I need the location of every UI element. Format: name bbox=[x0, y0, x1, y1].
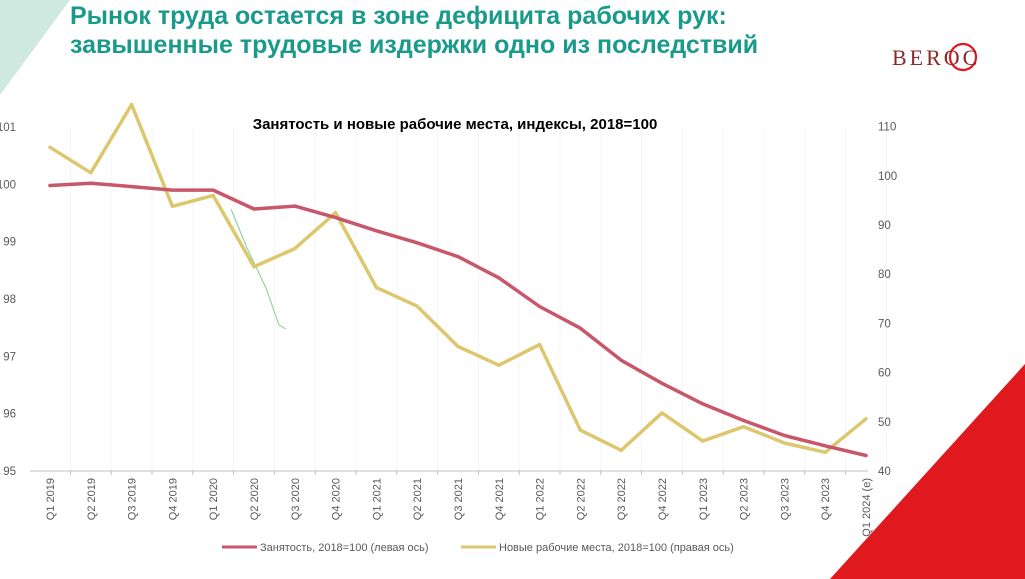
data-point-employment bbox=[701, 402, 705, 406]
data-point-vacancies bbox=[497, 363, 501, 367]
data-point-vacancies bbox=[374, 285, 378, 290]
data-point-employment bbox=[211, 188, 215, 192]
data-point-employment bbox=[293, 204, 297, 208]
data-point-vacancies bbox=[782, 441, 787, 445]
data-point-vacancies bbox=[415, 304, 419, 308]
series-line-employment bbox=[48, 181, 868, 458]
data-point-vacancies bbox=[823, 450, 827, 454]
data-point-employment bbox=[538, 304, 542, 309]
data-point-vacancies bbox=[578, 428, 583, 432]
x-tick-label: Q2 2023 bbox=[739, 478, 751, 520]
data-point-employment bbox=[619, 358, 623, 362]
data-point-employment bbox=[782, 433, 787, 438]
data-point-vacancies bbox=[211, 193, 215, 198]
chart-series bbox=[48, 102, 868, 458]
x-tick-label: Q3 2020 bbox=[290, 478, 302, 520]
x-tick-label: Q1 2022 bbox=[535, 478, 547, 520]
x-tick-label: Q1 2020 bbox=[208, 478, 220, 520]
x-tick-label: Q4 2022 bbox=[657, 478, 669, 520]
corner-decoration-mint bbox=[0, 0, 70, 95]
x-axis: Q1 2019 Q2 2019 Q3 2019 Q4 2019 Q1 2020 Q2 20… bbox=[45, 471, 887, 537]
x-tick-label: Q3 2022 bbox=[616, 478, 628, 520]
y-right-tick-label: 50 bbox=[878, 417, 891, 429]
data-point-vacancies bbox=[619, 448, 623, 452]
data-point-employment bbox=[742, 418, 746, 423]
data-point-employment bbox=[823, 444, 827, 448]
y-left-tick-label: 96 bbox=[3, 409, 16, 421]
x-tick-label: Q2 2022 bbox=[575, 478, 587, 520]
data-point-employment bbox=[374, 229, 378, 233]
data-point-vacancies bbox=[170, 204, 174, 208]
data-point-employment bbox=[130, 185, 134, 189]
series-line-vacancies bbox=[48, 102, 868, 455]
data-point-employment bbox=[456, 254, 460, 259]
chart-title: Занятость и новые рабочие места, индексы… bbox=[253, 116, 658, 133]
slide-title-line-1: Рынок труда остается в зоне дефицита раб… bbox=[70, 2, 727, 30]
x-tick-label: Q3 2019 bbox=[127, 478, 139, 520]
logo-text: BEROC bbox=[892, 45, 980, 70]
x-tick-label: Q1 2024 (e) bbox=[861, 478, 873, 537]
data-point-vacancies bbox=[48, 145, 52, 149]
data-point-employment bbox=[578, 326, 583, 330]
y-right-tick-label: 60 bbox=[878, 368, 891, 380]
y-right-tick-label: 80 bbox=[878, 269, 891, 281]
slide-title: Рынок труда остается в зоне дефицита раб… bbox=[70, 2, 890, 60]
data-point-vacancies bbox=[456, 344, 460, 349]
data-point-vacancies bbox=[89, 171, 93, 175]
x-tick-label: Q4 2021 bbox=[494, 478, 506, 520]
x-tick-label: Q4 2023 bbox=[820, 478, 832, 520]
data-point-employment bbox=[660, 381, 664, 385]
x-tick-label: Q1 2019 bbox=[45, 478, 57, 520]
chart-grid bbox=[69, 127, 887, 471]
data-point-employment bbox=[170, 188, 174, 192]
chart: 95 96 97 98 99 100 101 40 50 60 70 80 90 100 110 Q1 2… bbox=[0, 102, 897, 554]
y-right-tick-label: 90 bbox=[878, 220, 891, 232]
data-point-vacancies bbox=[293, 247, 297, 251]
y-right-tick-label: 40 bbox=[878, 466, 891, 478]
x-tick-label: Q3 2023 bbox=[779, 478, 791, 520]
slide-title-line-2: завышенные трудовые издержки одно из пос… bbox=[70, 31, 759, 59]
x-tick-label: Q2 2020 bbox=[249, 478, 261, 520]
x-tick-label: Q2 2021 bbox=[412, 478, 424, 520]
y-axis-right: 40 50 60 70 80 90 100 110 bbox=[878, 122, 897, 478]
data-point-vacancies bbox=[701, 439, 705, 443]
y-right-tick-label: 110 bbox=[878, 122, 896, 134]
beroc-logo: BEROC bbox=[892, 42, 980, 72]
data-point-employment bbox=[252, 207, 256, 211]
y-left-tick-label: 99 bbox=[3, 237, 16, 249]
y-left-tick-label: 101 bbox=[0, 122, 16, 134]
y-left-tick-label: 100 bbox=[0, 179, 16, 191]
stray-annotation-stroke bbox=[230, 208, 287, 330]
logo-ring bbox=[948, 42, 978, 72]
data-point-vacancies bbox=[742, 425, 746, 429]
data-point-employment bbox=[89, 181, 93, 185]
y-axis-left: 95 96 97 98 99 100 101 bbox=[0, 122, 16, 478]
data-point-employment bbox=[334, 215, 338, 220]
x-tick-label: Q4 2019 bbox=[167, 478, 179, 520]
y-right-tick-label: 100 bbox=[878, 171, 897, 183]
legend-label-employment: Занятость, 2018=100 (левая ось) bbox=[260, 542, 429, 554]
data-point-vacancies bbox=[130, 102, 134, 107]
legend: Занятость, 2018=100 (левая ось) Новые ра… bbox=[222, 542, 734, 554]
y-left-tick-label: 98 bbox=[3, 294, 16, 306]
x-tick-label: Q2 2019 bbox=[86, 478, 98, 520]
data-point-vacancies bbox=[538, 342, 542, 347]
data-point-employment bbox=[864, 453, 868, 458]
data-point-vacancies bbox=[660, 411, 664, 415]
data-point-employment bbox=[48, 183, 52, 188]
data-point-vacancies bbox=[864, 417, 868, 421]
y-left-tick-label: 95 bbox=[3, 466, 16, 478]
legend-label-vacancies: Новые рабочие места, 2018=100 (правая ос… bbox=[499, 542, 734, 554]
data-point-vacancies bbox=[334, 211, 338, 215]
data-point-vacancies bbox=[252, 265, 256, 269]
data-point-employment bbox=[415, 241, 419, 245]
y-right-tick-label: 70 bbox=[878, 318, 891, 330]
x-tick-label: Q4 2020 bbox=[331, 478, 343, 520]
data-point-employment bbox=[497, 276, 501, 280]
x-tick-label: Q3 2021 bbox=[453, 478, 465, 520]
x-tick-label: Q1 2021 bbox=[371, 478, 383, 520]
x-tick-label: Q1 2023 bbox=[698, 478, 710, 520]
y-left-tick-label: 97 bbox=[3, 351, 16, 363]
